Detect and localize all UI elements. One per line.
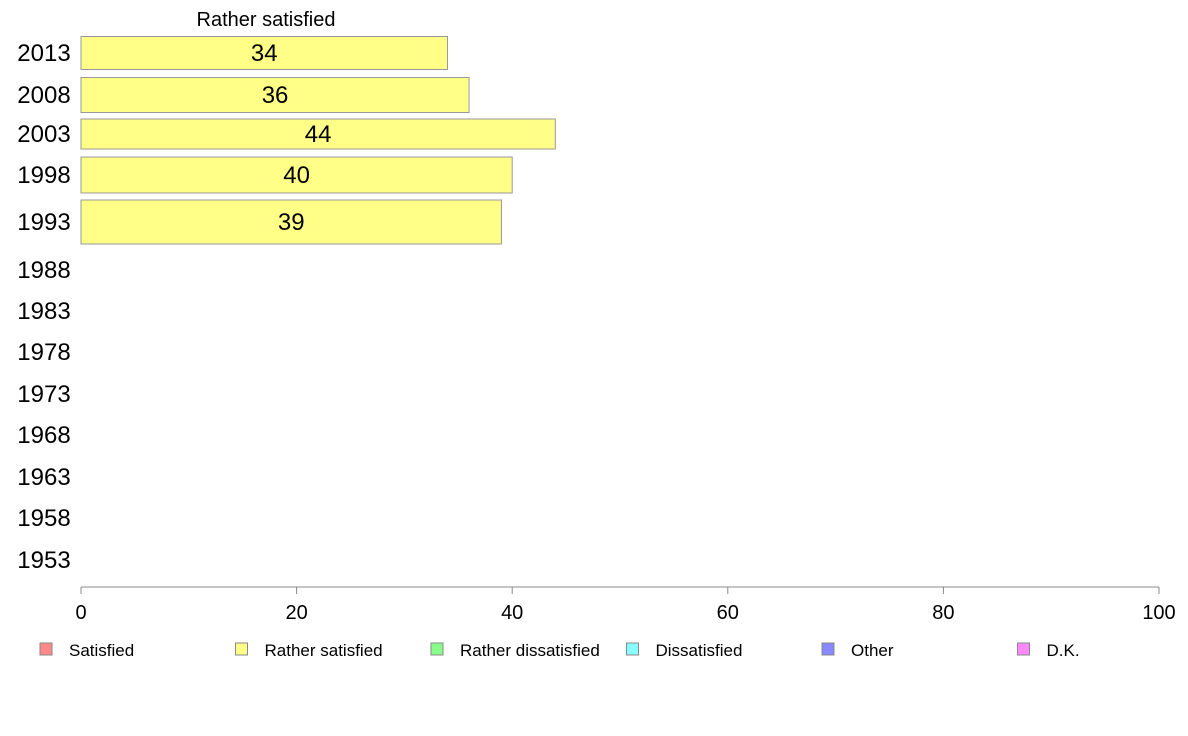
legend-label: D.K. xyxy=(1047,641,1080,660)
year-label: 2003 xyxy=(17,121,70,148)
legend-label: Rather satisfied xyxy=(265,641,383,660)
bar-2008 xyxy=(80,77,470,113)
x-axis: 0 20 40 60 80 100 xyxy=(75,586,1176,624)
bar-2003 xyxy=(80,118,556,150)
x-tick-label: 60 xyxy=(717,602,739,624)
x-tick-label: 0 xyxy=(75,602,86,624)
year-label: 1968 xyxy=(17,422,70,449)
legend-item: Dissatisfied xyxy=(626,641,743,660)
year-label: 1958 xyxy=(17,505,70,532)
legend-swatch xyxy=(39,642,53,656)
x-tick-label: 40 xyxy=(501,602,523,624)
year-labels: 2013 2008 2003 1998 1993 1988 1983 1978 1973 1968… xyxy=(17,40,70,574)
legend-item: Satisfied xyxy=(39,641,134,660)
year-label: 1978 xyxy=(17,339,70,366)
year-label: 1963 xyxy=(17,464,70,491)
x-tick-label: 80 xyxy=(932,602,954,624)
year-label: 1973 xyxy=(17,381,70,408)
data-label-2008: 36 xyxy=(262,82,289,109)
legend-item: Rather satisfied xyxy=(235,641,383,660)
bar-2013 xyxy=(80,36,449,70)
year-label: 1998 xyxy=(17,162,70,189)
x-tick-label: 100 xyxy=(1142,602,1175,624)
legend-label: Satisfied xyxy=(69,641,134,660)
bar-1998 xyxy=(80,156,513,194)
legend-item: Rather dissatisfied xyxy=(430,641,600,660)
year-label: 2008 xyxy=(17,82,70,109)
data-label-2003: 44 xyxy=(305,121,332,148)
data-label-1993: 39 xyxy=(278,209,305,236)
x-tick-label: 20 xyxy=(285,602,307,624)
legend-label: Dissatisfied xyxy=(656,641,743,660)
legend-swatch xyxy=(821,642,835,656)
bars-layer: 34 36 44 40 39 xyxy=(80,36,556,245)
year-label: 1993 xyxy=(17,209,70,236)
legend-item: D.K. xyxy=(1017,641,1080,660)
year-label: 1988 xyxy=(17,257,70,284)
legend-swatch xyxy=(430,642,444,656)
legend-swatch xyxy=(1017,642,1030,656)
legend: Satisfied Rather satisfied Rather dissatis… xyxy=(39,641,1080,660)
bar-1993 xyxy=(80,199,502,245)
data-label-1998: 40 xyxy=(283,162,310,189)
legend-swatch xyxy=(626,642,639,656)
legend-label: Other xyxy=(851,641,894,660)
year-label: 1983 xyxy=(17,298,70,325)
legend-item: Other xyxy=(821,641,894,660)
legend-swatch xyxy=(235,642,248,656)
data-label-2013: 34 xyxy=(251,40,278,67)
series-title: Rather satisfied xyxy=(197,9,336,31)
year-label: 1953 xyxy=(17,547,70,574)
legend-label: Rather dissatisfied xyxy=(460,641,600,660)
year-label: 2013 xyxy=(17,40,70,67)
